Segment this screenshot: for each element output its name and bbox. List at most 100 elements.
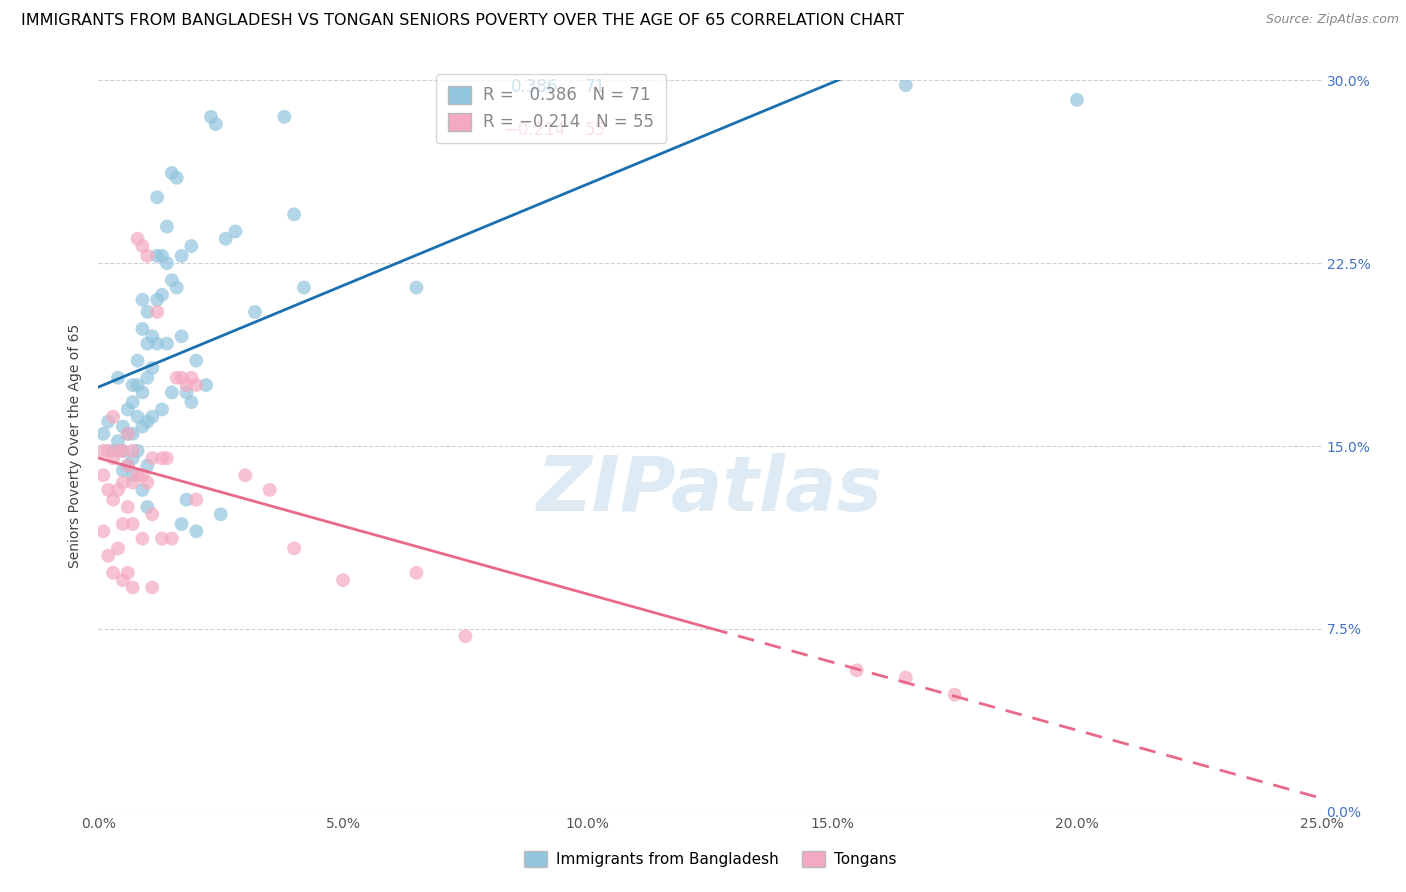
- Point: [283, 541, 305, 556]
- Point: [131, 483, 153, 497]
- Point: [136, 458, 159, 473]
- Point: [141, 581, 163, 595]
- Point: [943, 688, 966, 702]
- Point: [141, 451, 163, 466]
- Point: [107, 483, 129, 497]
- Point: [101, 409, 124, 424]
- Point: [101, 566, 124, 580]
- Point: [186, 353, 208, 368]
- Point: [146, 336, 169, 351]
- Point: [200, 110, 222, 124]
- Text: Source: ZipAtlas.com: Source: ZipAtlas.com: [1265, 13, 1399, 27]
- Point: [292, 280, 315, 294]
- Point: [243, 305, 266, 319]
- Point: [117, 402, 139, 417]
- Point: [186, 492, 208, 507]
- Point: [117, 458, 139, 473]
- Point: [97, 415, 120, 429]
- Point: [121, 426, 143, 441]
- Point: [101, 492, 124, 507]
- Point: [111, 516, 134, 531]
- Point: [136, 305, 159, 319]
- Point: [146, 293, 169, 307]
- Point: [107, 370, 129, 384]
- Point: [111, 419, 134, 434]
- Point: [101, 443, 124, 458]
- Point: [131, 532, 153, 546]
- Point: [91, 426, 114, 441]
- Text: IMMIGRANTS FROM BANGLADESH VS TONGAN SENIORS POVERTY OVER THE AGE OF 65 CORRELAT: IMMIGRANTS FROM BANGLADESH VS TONGAN SEN…: [21, 13, 904, 29]
- Point: [136, 500, 159, 514]
- Point: [146, 190, 169, 204]
- Point: [101, 451, 124, 466]
- Point: [91, 443, 114, 458]
- Point: [107, 434, 129, 449]
- Point: [405, 280, 427, 294]
- Point: [894, 671, 917, 685]
- Point: [136, 336, 159, 351]
- Point: [180, 239, 202, 253]
- Point: [283, 207, 305, 221]
- Point: [170, 329, 193, 343]
- Point: [160, 532, 183, 546]
- Point: [205, 117, 228, 131]
- Point: [186, 378, 208, 392]
- Point: [131, 293, 153, 307]
- Point: [150, 249, 173, 263]
- Point: [160, 385, 183, 400]
- Point: [150, 532, 173, 546]
- Text: 0.386: 0.386: [512, 78, 558, 96]
- Point: [91, 524, 114, 539]
- Text: 55: 55: [585, 121, 606, 139]
- Y-axis label: Seniors Poverty Over the Age of 65: Seniors Poverty Over the Age of 65: [69, 324, 83, 568]
- Point: [186, 524, 208, 539]
- Point: [131, 385, 153, 400]
- Point: [176, 385, 198, 400]
- Point: [127, 353, 149, 368]
- Point: [136, 415, 159, 429]
- Legend: Immigrants from Bangladesh, Tongans: Immigrants from Bangladesh, Tongans: [517, 846, 903, 873]
- Point: [233, 468, 256, 483]
- Point: [166, 170, 188, 185]
- Point: [97, 483, 120, 497]
- Point: [176, 378, 198, 392]
- Point: [405, 566, 427, 580]
- Point: [121, 581, 143, 595]
- Point: [146, 305, 169, 319]
- Point: [111, 573, 134, 587]
- Point: [141, 409, 163, 424]
- Point: [166, 370, 188, 384]
- Point: [131, 419, 153, 434]
- Point: [127, 409, 149, 424]
- Point: [127, 443, 149, 458]
- Point: [117, 500, 139, 514]
- Point: [111, 475, 134, 490]
- Point: [156, 256, 179, 270]
- Point: [170, 516, 193, 531]
- Point: [259, 483, 281, 497]
- Point: [136, 249, 159, 263]
- Point: [160, 273, 183, 287]
- Point: [845, 663, 868, 677]
- Point: [156, 336, 179, 351]
- Point: [117, 566, 139, 580]
- Point: [160, 166, 183, 180]
- Point: [136, 370, 159, 384]
- Point: [117, 458, 139, 473]
- Point: [91, 468, 114, 483]
- Point: [141, 508, 163, 522]
- Point: [121, 443, 143, 458]
- Point: [107, 541, 129, 556]
- Point: [1066, 93, 1088, 107]
- Point: [111, 443, 134, 458]
- Point: [117, 426, 139, 441]
- Point: [127, 232, 149, 246]
- Point: [141, 329, 163, 343]
- Point: [273, 110, 295, 124]
- Point: [156, 451, 179, 466]
- Point: [150, 402, 173, 417]
- Point: [131, 239, 153, 253]
- Point: [121, 451, 143, 466]
- Text: ZIPatlas: ZIPatlas: [537, 453, 883, 527]
- Point: [107, 443, 129, 458]
